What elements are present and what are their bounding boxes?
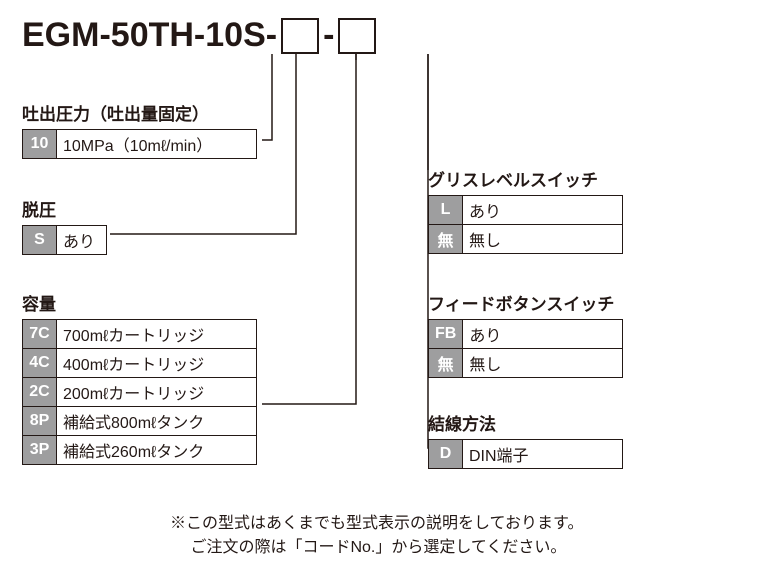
table-row: 8P 補給式800mℓタンク — [23, 407, 257, 436]
table-row: S あり — [23, 226, 107, 255]
model-number: EGM-50TH-10S-- — [22, 16, 746, 55]
code-cell: L — [429, 196, 463, 225]
section-depressurize: 脱圧 S あり — [22, 196, 107, 255]
section-title-pressure: 吐出圧力（吐出量固定） — [22, 100, 257, 125]
section-capacity: 容量 7C 700mℓカートリッジ 4C 400mℓカートリッジ 2C 200m… — [22, 290, 257, 465]
footnote: ※この型式はあくまでも型式表示の説明をしております。 ご注文の際は「コードNo.… — [170, 512, 583, 560]
desc-cell: 無し — [463, 349, 623, 378]
table-row: D DIN端子 — [429, 440, 623, 469]
desc-cell: 10MPa（10mℓ/min） — [57, 130, 257, 159]
table-pressure: 10 10MPa（10mℓ/min） — [22, 129, 257, 159]
table-wiring: D DIN端子 — [428, 439, 623, 469]
code-cell: D — [429, 440, 463, 469]
section-grease-level: グリスレベルスイッチ L あり 無 無し — [428, 166, 623, 254]
desc-cell: あり — [57, 226, 107, 255]
code-cell: 2C — [23, 378, 57, 407]
table-row: L あり — [429, 196, 623, 225]
model-box-2 — [338, 18, 376, 54]
desc-cell: 200mℓカートリッジ — [57, 378, 257, 407]
code-cell: S — [23, 226, 57, 255]
code-cell: 無 — [429, 349, 463, 378]
model-dash: - — [266, 16, 277, 55]
code-cell: 10 — [23, 130, 57, 159]
table-row: 10 10MPa（10mℓ/min） — [23, 130, 257, 159]
desc-cell: 400mℓカートリッジ — [57, 349, 257, 378]
section-title-feed: フィードボタンスイッチ — [428, 290, 623, 315]
code-cell: 8P — [23, 407, 57, 436]
code-cell: 3P — [23, 436, 57, 465]
model-dash: - — [323, 16, 334, 55]
table-row: 7C 700mℓカートリッジ — [23, 320, 257, 349]
code-cell: 無 — [429, 225, 463, 254]
model-dash: - — [194, 16, 205, 55]
table-row: FB あり — [429, 320, 623, 349]
desc-cell: DIN端子 — [463, 440, 623, 469]
table-row: 無 無し — [429, 225, 623, 254]
section-title-grease: グリスレベルスイッチ — [428, 166, 623, 191]
section-title-capacity: 容量 — [22, 290, 257, 315]
model-part-50th: 50TH — [111, 16, 194, 55]
table-row: 4C 400mℓカートリッジ — [23, 349, 257, 378]
desc-cell: 補給式260mℓタンク — [57, 436, 257, 465]
table-feed: FB あり 無 無し — [428, 319, 623, 378]
section-title-wiring: 結線方法 — [428, 410, 623, 435]
model-part-10s: 10S — [205, 16, 266, 55]
section-pressure: 吐出圧力（吐出量固定） 10 10MPa（10mℓ/min） — [22, 100, 257, 159]
footnote-line1: ※この型式はあくまでも型式表示の説明をしております。 — [170, 512, 583, 536]
desc-cell: あり — [463, 196, 623, 225]
table-grease: L あり 無 無し — [428, 195, 623, 254]
table-row: 2C 200mℓカートリッジ — [23, 378, 257, 407]
desc-cell: 補給式800mℓタンク — [57, 407, 257, 436]
desc-cell: 700mℓカートリッジ — [57, 320, 257, 349]
table-row: 3P 補給式260mℓタンク — [23, 436, 257, 465]
section-title-depressurize: 脱圧 — [22, 196, 107, 221]
table-row: 無 無し — [429, 349, 623, 378]
table-depressurize: S あり — [22, 225, 107, 255]
section-feed-button: フィードボタンスイッチ FB あり 無 無し — [428, 290, 623, 378]
desc-cell: 無し — [463, 225, 623, 254]
code-cell: 7C — [23, 320, 57, 349]
code-cell: FB — [429, 320, 463, 349]
model-box-1 — [281, 18, 319, 54]
table-capacity: 7C 700mℓカートリッジ 4C 400mℓカートリッジ 2C 200mℓカー… — [22, 319, 257, 465]
model-dash: - — [99, 16, 110, 55]
section-wiring: 結線方法 D DIN端子 — [428, 410, 623, 469]
code-cell: 4C — [23, 349, 57, 378]
desc-cell: あり — [463, 320, 623, 349]
model-part-egm: EGM — [22, 16, 99, 55]
footnote-line2: ご注文の際は「コードNo.」から選定してください。 — [170, 536, 583, 560]
